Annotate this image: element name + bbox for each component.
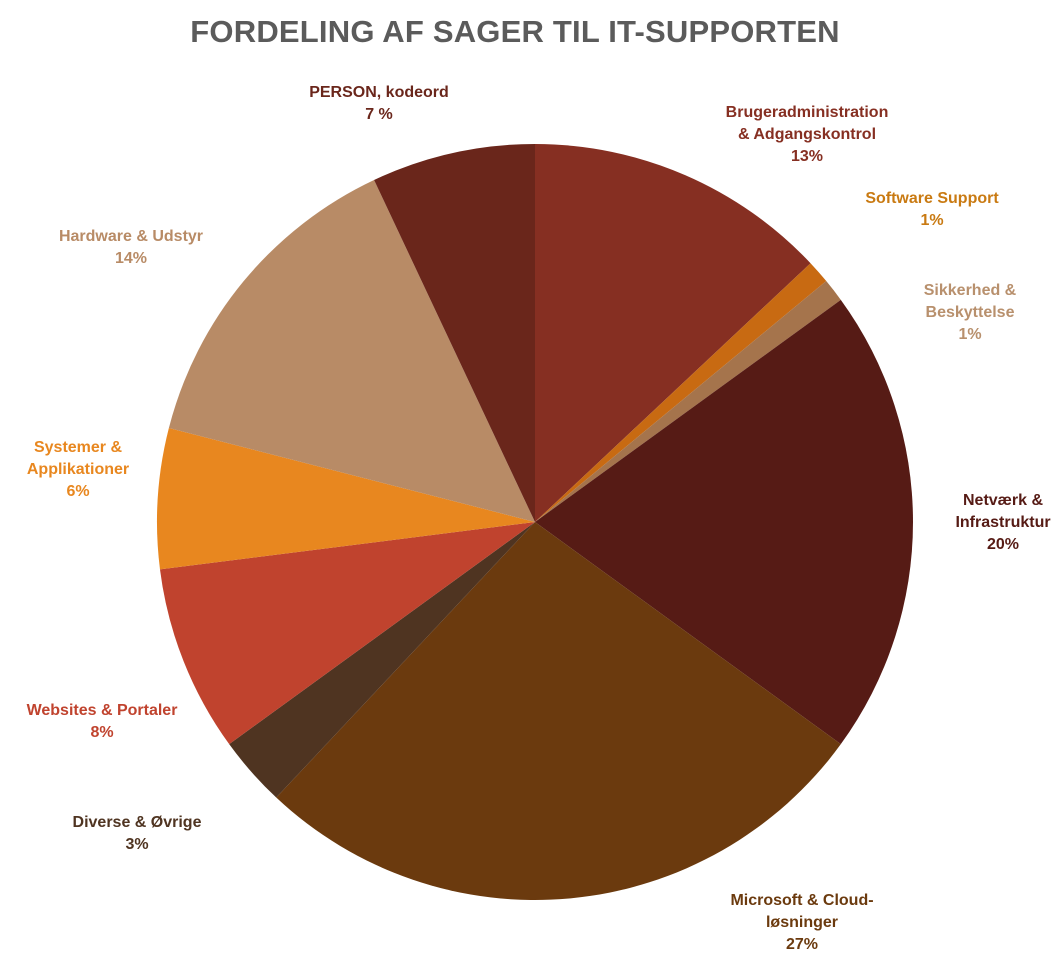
slice-label-7: Websites & Portaler 8% [27,702,178,741]
pie-slice-5 [276,522,841,901]
chart-title: FORDELING AF SAGER TIL IT-SUPPORTEN [190,14,840,49]
slice-value-label: 13% [791,148,823,165]
slice-label-4: Netværk & Infrastruktur 20% [955,492,1050,553]
slice-category-label: Hardware & Udstyr [59,228,203,245]
slice-value-label: 1% [958,326,981,343]
slice-category-label: & Adgangskontrol [738,126,876,143]
slice-label-5: Microsoft & Cloud-løsninger 27% [730,892,873,953]
slice-label-10: PERSON, kodeord 7 % [309,84,449,123]
slice-category-label: Diverse & Øvrige [73,814,202,831]
slice-label-6: Diverse & Øvrige 3% [73,814,202,853]
slice-value-label: 20% [987,536,1019,553]
pie-slice-9 [168,179,535,523]
pie-slice-10 [374,144,535,522]
slice-category-label: Infrastruktur [955,514,1050,531]
slice-category-label: Netværk & [963,492,1043,509]
slice-category-label: Microsoft & Cloud- [730,892,873,909]
slice-value-label: 7 % [365,106,393,123]
slice-category-label: Beskyttelse [926,304,1015,321]
pie-slice-7 [159,522,536,745]
slice-category-label: Websites & Portaler [27,702,178,719]
slice-value-label: 3% [125,836,148,853]
slice-value-label: 8% [90,724,113,741]
pie-labels: Brugeradministration & Adgangskontrol 13% S… [27,84,1051,953]
slice-category-label: løsninger [766,914,838,931]
slice-value-label: 6% [66,483,89,500]
slice-category-label: PERSON, kodeord [309,84,449,101]
slice-category-label: Software Support [865,190,999,207]
slice-label-8: Systemer & Applikationer 6% [27,439,129,500]
pie-slice-1 [535,144,811,522]
pie-slice-4 [535,299,913,745]
slice-label-9: Hardware & Udstyr 14% [59,228,203,267]
slice-category-label: Sikkerhed & [924,282,1017,299]
pie-slice-3 [535,281,841,522]
pie-slice-6 [229,522,535,798]
pie-slice-2 [535,263,827,522]
pie-slices [157,144,913,901]
pie-slice-8 [157,428,535,570]
slice-category-label: Brugeradministration [726,104,889,121]
slice-value-label: 1% [920,212,943,229]
slice-value-label: 14% [115,250,147,267]
slice-category-label: Applikationer [27,461,129,478]
slice-label-3: Sikkerhed & Beskyttelse 1% [924,282,1017,343]
slice-label-2: Software Support 1% [865,190,999,229]
slice-label-1: Brugeradministration & Adgangskontrol 13% [726,104,889,165]
slice-value-label: 27% [786,936,818,953]
slice-category-label: Systemer & [34,439,122,456]
